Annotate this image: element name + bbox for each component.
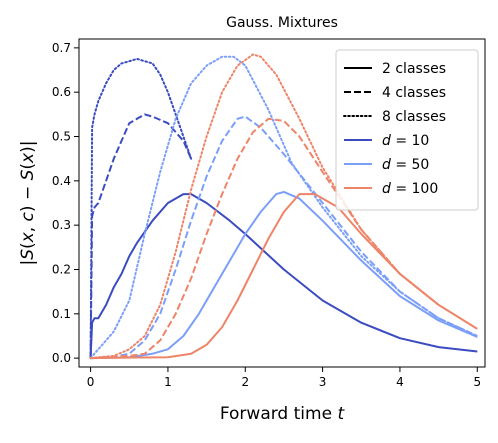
y-axis-label-part: | — [18, 260, 38, 266]
y-axis-label-part: )| — [18, 141, 38, 153]
x-axis-label: Forward time t — [220, 404, 346, 424]
y-axis-label-part: ( — [18, 242, 38, 249]
legend-label: d = 50 — [382, 157, 429, 173]
legend-label: 8 classes — [382, 109, 446, 125]
legend-label: d = 10 — [382, 133, 429, 149]
y-axis-label-part: c — [18, 211, 38, 221]
x-tick-label: 3 — [319, 375, 327, 389]
y-tick-label: 0.7 — [52, 41, 71, 55]
legend-label: d = 100 — [382, 181, 438, 197]
y-tick-label: 0.4 — [52, 174, 71, 188]
x-tick-label: 5 — [473, 375, 481, 389]
x-tick-label: 2 — [241, 375, 249, 389]
y-axis: 0.0 0.1 0.2 0.3 0.4 0.5 0.6 0.7 — [52, 41, 79, 365]
legend-label: 2 classes — [382, 61, 446, 77]
x-tick-label: 4 — [396, 375, 404, 389]
legend: 2 classes 4 classes 8 classes d = 10 d = 50 d… — [335, 49, 479, 211]
x-tick-label: 1 — [164, 375, 172, 389]
y-tick-label: 0.5 — [52, 130, 71, 144]
series-line-d10-4-classes — [89, 113, 193, 359]
y-axis-label-part: x — [18, 231, 38, 243]
chart-title: Gauss. Mixtures — [226, 15, 338, 31]
y-tick-label: 0.3 — [52, 218, 71, 232]
y-axis-label-part: , — [18, 221, 38, 232]
y-tick-label: 0.6 — [52, 85, 71, 99]
y-axis-label: |S(x, c) − S(x)| — [18, 141, 38, 266]
series-line-d100-8-classes — [89, 53, 440, 360]
y-axis-label-part: ) − — [18, 180, 38, 212]
y-axis-label-part: S — [18, 249, 38, 260]
series-line-d50-8-classes — [89, 55, 479, 360]
series-line-d10-2-classes — [89, 193, 478, 359]
series-line-d100-2-classes — [90, 193, 478, 360]
y-axis-label-part: S — [18, 169, 38, 180]
y-axis-label-part: ( — [18, 163, 38, 170]
legend-label: 4 classes — [382, 85, 446, 101]
y-tick-label: 0.1 — [52, 307, 71, 321]
y-tick-label: 0.0 — [52, 351, 71, 365]
y-axis-label-part: x — [18, 152, 38, 164]
x-axis: 0 1 2 3 4 5 — [87, 367, 481, 389]
y-tick-label: 0.2 — [52, 262, 71, 276]
x-axis-label-text: Forward time — [220, 404, 338, 424]
plot-frame — [78, 38, 486, 368]
series-line-d50-4-classes — [90, 115, 478, 360]
series-line-d50-2-classes — [90, 190, 478, 360]
legend-box — [335, 49, 479, 211]
x-axis-label-var: t — [337, 404, 345, 424]
series-line-d10-8-classes — [89, 57, 193, 360]
x-tick-label: 0 — [87, 375, 95, 389]
